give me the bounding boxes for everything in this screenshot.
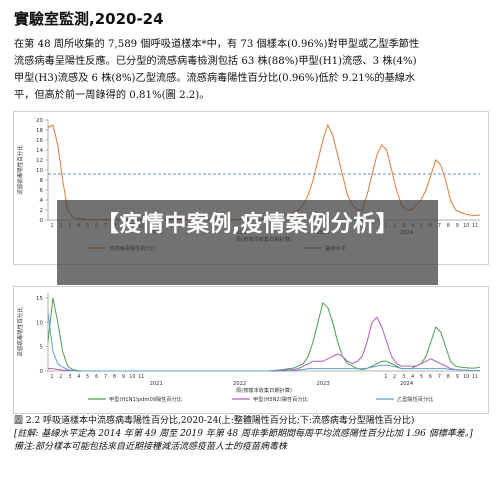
x-tick-label: 8 [447, 374, 450, 380]
y-tick-label: 12 [36, 158, 43, 164]
x-tick-label: 4 [411, 374, 414, 380]
figure-caption: 圖 2.2 呼吸道樣本中流感病毒陽性百分比,2020-24(上:整體陽性百分比;… [14, 415, 490, 454]
x-tick-label: 2 [393, 374, 396, 380]
x-tick-label: 11 [472, 223, 478, 229]
x-tick-label: 5 [420, 374, 423, 380]
y-tick-label: 0 [40, 218, 44, 224]
y-tick-label: 15 [36, 296, 43, 302]
y-tick-label: 16 [36, 138, 43, 144]
x-tick-label: 4 [77, 374, 80, 380]
y-tick-label: 18 [36, 128, 43, 134]
y-axis-label: 流感病毒陽性百分比 [16, 145, 24, 195]
y-tick-label: 0 [40, 369, 44, 375]
x-tick-label: 2 [59, 374, 62, 380]
x-tick-label: 6 [95, 374, 98, 380]
series-line [48, 316, 480, 372]
paragraph-line: 甲型(H3)流感及 6 株(8%)乙型流感。流感病毒陽性百分比(0.96%)低於… [14, 73, 416, 84]
paragraph-line: 在第 48 周所收集的 7,589 個呼吸道樣本*中，有 73 個樣本(0.96… [14, 39, 420, 50]
x-tick-label: 7 [438, 223, 441, 229]
year-label: 2022 [233, 381, 246, 387]
y-tick-label: 10 [36, 168, 43, 174]
x-tick-label: 3 [68, 374, 71, 380]
x-tick-label: 7 [438, 374, 441, 380]
section-heading: 實驗室監測,2020-24 [14, 10, 164, 28]
x-tick-label: 6 [429, 374, 432, 380]
legend-label: 乙型陽性百分比 [397, 395, 433, 403]
year-label: 2024 [400, 381, 414, 387]
x-tick-label: 10 [129, 374, 135, 380]
x-tick-label: 7 [104, 374, 107, 380]
x-tick-label: 10 [463, 374, 469, 380]
caption-note: [註解: 基線水平定為 2014 年第 49 周至 2019 年第 48 周非季… [14, 429, 473, 439]
x-tick-label: 11 [138, 374, 144, 380]
x-tick-label: 9 [456, 223, 459, 229]
x-tick-label: 9 [456, 374, 459, 380]
x-tick-label: 8 [447, 223, 450, 229]
legend-label: 甲型(H3N2)陽性百分比 [253, 395, 308, 403]
legend-label: 甲型(H1N1)pdm09陽性百分比 [109, 395, 182, 403]
y-axis-label: 流感病毒陽性百分比 [16, 307, 24, 357]
y-tick-label: 4 [40, 198, 44, 204]
x-tick-label: 1 [50, 223, 53, 229]
series-line [47, 297, 481, 372]
y-tick-label: 2 [40, 208, 44, 214]
x-tick-label: 5 [86, 374, 89, 380]
x-tick-label: 11 [472, 374, 478, 380]
x-tick-label: 10 [463, 223, 469, 229]
y-tick-label: 14 [36, 148, 43, 154]
caption-remark: 備注:部分樣本可能包括來自近期接種減活流感疫苗人士的疫苗病毒株 [14, 442, 288, 452]
paragraph-line: 平，但高於前一周錄得的 0.81%(圖 2.2)。 [14, 90, 210, 101]
y-tick-label: 20 [36, 118, 43, 124]
watermark-banner: 【疫情中案例,疫情案例分析】 [57, 200, 438, 285]
summary-paragraph: 在第 48 周所收集的 7,589 個呼吸道樣本*中，有 73 個樣本(0.96… [14, 36, 490, 104]
subtype-positivity-chart-panel: 0 5 10 15 流感病毒陽性百分比 1 1 2 2 3 3 4 4 5 5 6 6 7 7 8 8 9 9 10 10 11 1… [13, 286, 489, 414]
series-line [47, 312, 480, 372]
x-tick-label: 3 [402, 374, 405, 380]
year-label: 2021 [150, 381, 163, 387]
y-tick-label: 6 [40, 188, 44, 194]
y-tick-label: 10 [36, 320, 43, 326]
x-tick-label: 1 [50, 374, 53, 380]
x-tick-label: 8 [113, 374, 116, 380]
x-axis-label: 周(按樣本收集日期計算) [236, 386, 292, 394]
x-tick-label: 1 [384, 374, 387, 380]
y-tick-label: 5 [40, 345, 44, 351]
x-tick-label: 9 [122, 374, 125, 380]
watermark-banner-text: 【疫情中案例,疫情案例分析】 [96, 212, 399, 237]
caption-title: 圖 2.2 呼吸道樣本中流感病毒陽性百分比,2020-24(上:整體陽性百分比;… [14, 416, 415, 426]
paragraph-line: 流感病毒呈陽性反應。已分型的流感病毒檢測包括 63 株(88%)甲型(H1)流感… [14, 56, 417, 67]
year-label: 2023 [316, 381, 329, 387]
y-tick-label: 8 [40, 178, 44, 184]
